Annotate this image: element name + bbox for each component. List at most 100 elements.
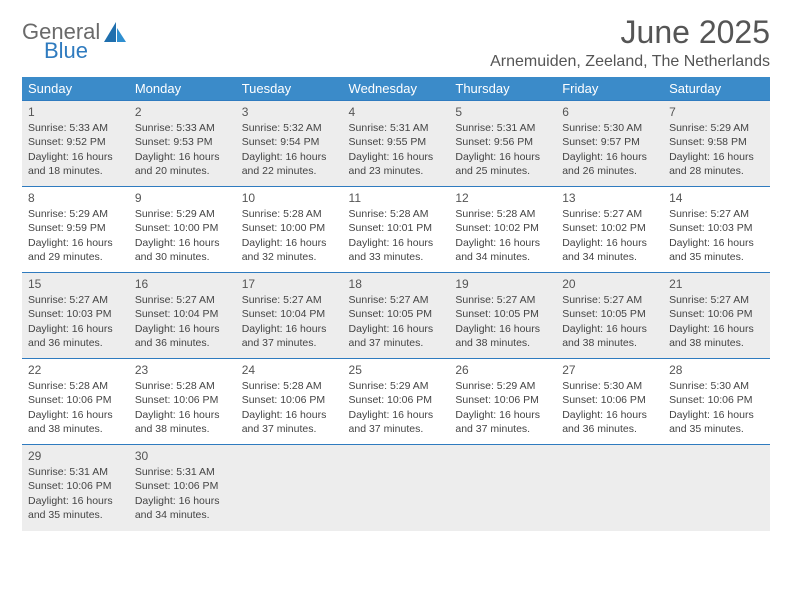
calendar-week-row: 1Sunrise: 5:33 AMSunset: 9:52 PMDaylight… xyxy=(22,101,770,187)
calendar-day-cell: 2Sunrise: 5:33 AMSunset: 9:53 PMDaylight… xyxy=(129,101,236,187)
day-number: 5 xyxy=(455,104,550,120)
day-number: 22 xyxy=(28,362,123,378)
col-sunday: Sunday xyxy=(22,77,129,101)
day-number: 14 xyxy=(669,190,764,206)
calendar-week-row: 29Sunrise: 5:31 AMSunset: 10:06 PMDaylig… xyxy=(22,445,770,531)
sunrise-line: Sunrise: 5:27 AM xyxy=(669,207,764,221)
calendar-day-cell: 19Sunrise: 5:27 AMSunset: 10:05 PMDaylig… xyxy=(449,273,556,359)
calendar-day-cell: 9Sunrise: 5:29 AMSunset: 10:00 PMDayligh… xyxy=(129,187,236,273)
sunrise-line: Sunrise: 5:27 AM xyxy=(28,293,123,307)
sunset-line: Sunset: 9:58 PM xyxy=(669,135,764,149)
col-monday: Monday xyxy=(129,77,236,101)
sunset-line: Sunset: 10:06 PM xyxy=(28,479,123,493)
calendar-day-cell: 1Sunrise: 5:33 AMSunset: 9:52 PMDaylight… xyxy=(22,101,129,187)
daylight-line: Daylight: 16 hours and 38 minutes. xyxy=(28,408,123,436)
day-number: 21 xyxy=(669,276,764,292)
daylight-line: Daylight: 16 hours and 36 minutes. xyxy=(562,408,657,436)
sunrise-line: Sunrise: 5:32 AM xyxy=(242,121,337,135)
col-wednesday: Wednesday xyxy=(343,77,450,101)
daylight-line: Daylight: 16 hours and 37 minutes. xyxy=(455,408,550,436)
col-saturday: Saturday xyxy=(663,77,770,101)
daylight-line: Daylight: 16 hours and 23 minutes. xyxy=(349,150,444,178)
daylight-line: Daylight: 16 hours and 37 minutes. xyxy=(242,408,337,436)
calendar-day-cell: 30Sunrise: 5:31 AMSunset: 10:06 PMDaylig… xyxy=(129,445,236,531)
daylight-line: Daylight: 16 hours and 32 minutes. xyxy=(242,236,337,264)
daylight-line: Daylight: 16 hours and 22 minutes. xyxy=(242,150,337,178)
calendar-day-cell: 25Sunrise: 5:29 AMSunset: 10:06 PMDaylig… xyxy=(343,359,450,445)
calendar-body: 1Sunrise: 5:33 AMSunset: 9:52 PMDaylight… xyxy=(22,101,770,531)
sunrise-line: Sunrise: 5:30 AM xyxy=(562,121,657,135)
calendar-day-cell: 8Sunrise: 5:29 AMSunset: 9:59 PMDaylight… xyxy=(22,187,129,273)
sunset-line: Sunset: 9:59 PM xyxy=(28,221,123,235)
sunset-line: Sunset: 10:04 PM xyxy=(135,307,230,321)
calendar-day-cell: 29Sunrise: 5:31 AMSunset: 10:06 PMDaylig… xyxy=(22,445,129,531)
sunrise-line: Sunrise: 5:29 AM xyxy=(135,207,230,221)
daylight-line: Daylight: 16 hours and 26 minutes. xyxy=(562,150,657,178)
day-number: 10 xyxy=(242,190,337,206)
day-number: 2 xyxy=(135,104,230,120)
sunrise-line: Sunrise: 5:28 AM xyxy=(455,207,550,221)
calendar-day-cell: 14Sunrise: 5:27 AMSunset: 10:03 PMDaylig… xyxy=(663,187,770,273)
day-number: 26 xyxy=(455,362,550,378)
sunrise-line: Sunrise: 5:27 AM xyxy=(135,293,230,307)
sunrise-line: Sunrise: 5:31 AM xyxy=(455,121,550,135)
calendar-day-cell xyxy=(449,445,556,531)
sunset-line: Sunset: 10:06 PM xyxy=(455,393,550,407)
day-number: 7 xyxy=(669,104,764,120)
daylight-line: Daylight: 16 hours and 25 minutes. xyxy=(455,150,550,178)
sunrise-line: Sunrise: 5:27 AM xyxy=(242,293,337,307)
sunset-line: Sunset: 10:06 PM xyxy=(669,393,764,407)
sunset-line: Sunset: 10:06 PM xyxy=(135,479,230,493)
location-subtitle: Arnemuiden, Zeeland, The Netherlands xyxy=(490,53,770,71)
day-number: 30 xyxy=(135,448,230,464)
sunset-line: Sunset: 10:05 PM xyxy=(455,307,550,321)
day-number: 17 xyxy=(242,276,337,292)
calendar-day-cell: 28Sunrise: 5:30 AMSunset: 10:06 PMDaylig… xyxy=(663,359,770,445)
calendar-day-cell: 13Sunrise: 5:27 AMSunset: 10:02 PMDaylig… xyxy=(556,187,663,273)
sunrise-line: Sunrise: 5:27 AM xyxy=(669,293,764,307)
day-number: 19 xyxy=(455,276,550,292)
calendar-week-row: 8Sunrise: 5:29 AMSunset: 9:59 PMDaylight… xyxy=(22,187,770,273)
day-number: 6 xyxy=(562,104,657,120)
calendar-day-cell: 15Sunrise: 5:27 AMSunset: 10:03 PMDaylig… xyxy=(22,273,129,359)
sunrise-line: Sunrise: 5:31 AM xyxy=(135,465,230,479)
sunrise-line: Sunrise: 5:30 AM xyxy=(562,379,657,393)
page-title: June 2025 xyxy=(490,14,770,51)
calendar-day-cell: 20Sunrise: 5:27 AMSunset: 10:05 PMDaylig… xyxy=(556,273,663,359)
sunset-line: Sunset: 10:06 PM xyxy=(349,393,444,407)
day-number: 18 xyxy=(349,276,444,292)
sunset-line: Sunset: 9:54 PM xyxy=(242,135,337,149)
sunset-line: Sunset: 10:06 PM xyxy=(562,393,657,407)
daylight-line: Daylight: 16 hours and 28 minutes. xyxy=(669,150,764,178)
daylight-line: Daylight: 16 hours and 34 minutes. xyxy=(455,236,550,264)
calendar-week-row: 22Sunrise: 5:28 AMSunset: 10:06 PMDaylig… xyxy=(22,359,770,445)
title-block: June 2025 Arnemuiden, Zeeland, The Nethe… xyxy=(490,14,770,71)
sunset-line: Sunset: 10:05 PM xyxy=(349,307,444,321)
calendar-day-cell: 18Sunrise: 5:27 AMSunset: 10:05 PMDaylig… xyxy=(343,273,450,359)
calendar-day-cell: 12Sunrise: 5:28 AMSunset: 10:02 PMDaylig… xyxy=(449,187,556,273)
brand-logo: General Blue xyxy=(22,14,128,62)
daylight-line: Daylight: 16 hours and 35 minutes. xyxy=(669,236,764,264)
calendar-day-cell: 23Sunrise: 5:28 AMSunset: 10:06 PMDaylig… xyxy=(129,359,236,445)
sunset-line: Sunset: 9:57 PM xyxy=(562,135,657,149)
calendar-header-row: Sunday Monday Tuesday Wednesday Thursday… xyxy=(22,77,770,101)
calendar-day-cell: 17Sunrise: 5:27 AMSunset: 10:04 PMDaylig… xyxy=(236,273,343,359)
calendar-day-cell: 10Sunrise: 5:28 AMSunset: 10:00 PMDaylig… xyxy=(236,187,343,273)
daylight-line: Daylight: 16 hours and 30 minutes. xyxy=(135,236,230,264)
sunset-line: Sunset: 10:03 PM xyxy=(28,307,123,321)
daylight-line: Daylight: 16 hours and 38 minutes. xyxy=(562,322,657,350)
sunrise-line: Sunrise: 5:27 AM xyxy=(562,293,657,307)
day-number: 11 xyxy=(349,190,444,206)
calendar-day-cell: 21Sunrise: 5:27 AMSunset: 10:06 PMDaylig… xyxy=(663,273,770,359)
col-tuesday: Tuesday xyxy=(236,77,343,101)
sunset-line: Sunset: 10:04 PM xyxy=(242,307,337,321)
daylight-line: Daylight: 16 hours and 29 minutes. xyxy=(28,236,123,264)
daylight-line: Daylight: 16 hours and 37 minutes. xyxy=(349,322,444,350)
day-number: 15 xyxy=(28,276,123,292)
sunset-line: Sunset: 10:00 PM xyxy=(135,221,230,235)
calendar-day-cell: 11Sunrise: 5:28 AMSunset: 10:01 PMDaylig… xyxy=(343,187,450,273)
daylight-line: Daylight: 16 hours and 37 minutes. xyxy=(242,322,337,350)
day-number: 3 xyxy=(242,104,337,120)
day-number: 27 xyxy=(562,362,657,378)
daylight-line: Daylight: 16 hours and 38 minutes. xyxy=(135,408,230,436)
